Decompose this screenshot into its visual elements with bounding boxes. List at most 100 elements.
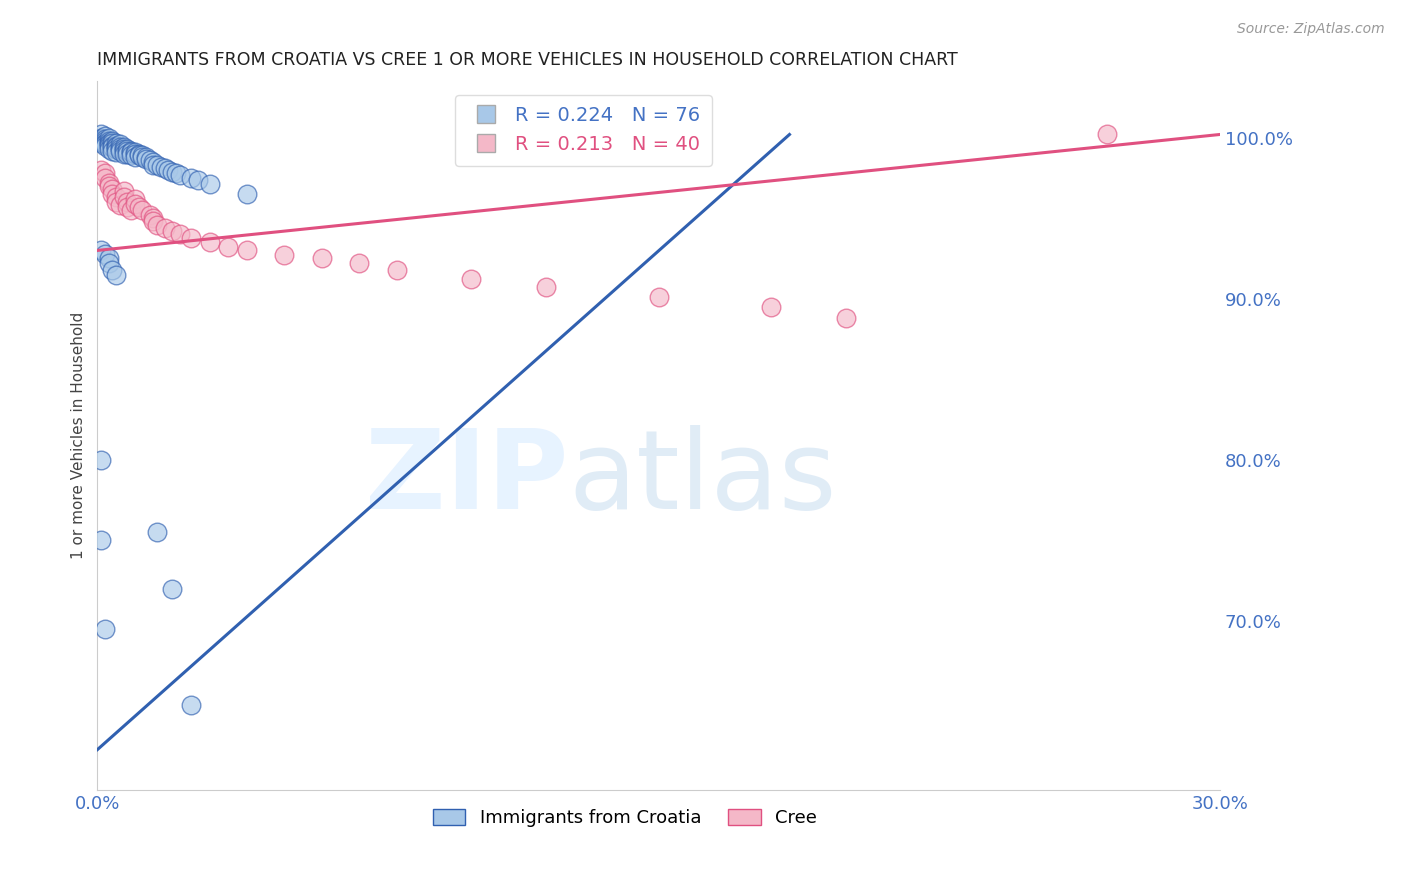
Point [124,146,146,161]
Point [236,187,259,202]
Point [94,136,117,150]
Point [142,211,165,226]
Point [105,136,128,150]
Point [94,622,117,636]
Point [146,158,169,172]
Point [90,134,112,148]
Point [169,168,191,182]
Point [105,140,128,154]
Point [160,164,183,178]
Point [117,142,139,156]
Point [124,145,146,160]
Point [180,698,202,712]
Point [101,262,124,277]
Point [135,150,157,164]
Point [97,137,120,152]
Point [180,171,202,186]
Point [97,256,120,270]
Point [97,252,120,266]
Point [105,138,128,153]
Point [385,262,408,277]
Point [1097,128,1119,142]
Point [198,235,221,250]
Text: Source: ZipAtlas.com: Source: ZipAtlas.com [1237,22,1385,37]
Point [135,152,157,166]
Point [128,146,150,161]
Point [101,187,124,202]
Point [101,134,124,148]
Point [90,130,112,145]
Point [142,154,165,169]
Point [157,162,180,177]
Point [97,138,120,153]
Point [105,142,128,156]
Point [160,224,183,238]
Text: ZIP: ZIP [366,425,569,532]
Point [120,144,142,158]
Point [97,179,120,194]
Point [97,130,120,145]
Point [112,184,135,198]
Legend: Immigrants from Croatia, Cree: Immigrants from Croatia, Cree [426,801,824,834]
Text: atlas: atlas [569,425,837,532]
Point [90,162,112,177]
Point [146,525,169,540]
Point [117,144,139,158]
Point [108,137,131,152]
Point [90,533,112,548]
Point [97,176,120,190]
Point [117,146,139,161]
Point [97,142,120,156]
Point [153,161,176,176]
Text: IMMIGRANTS FROM CROATIA VS CREE 1 OR MORE VEHICLES IN HOUSEHOLD CORRELATION CHAR: IMMIGRANTS FROM CROATIA VS CREE 1 OR MOR… [97,51,957,69]
Point [112,144,135,158]
Point [90,452,112,467]
Point [90,132,112,146]
Point [138,153,160,168]
Point [94,129,117,144]
Point [97,136,120,150]
Point [112,146,135,161]
Point [108,142,131,156]
Point [120,148,142,162]
Point [120,203,142,218]
Point [94,246,117,260]
Point [90,128,112,142]
Point [142,158,165,172]
Point [97,134,120,148]
Point [131,150,153,164]
Point [105,195,128,210]
Point [105,145,128,160]
Point [108,140,131,154]
Point [90,136,112,150]
Point [217,240,239,254]
Point [112,142,135,156]
Point [131,203,153,218]
Point [90,244,112,258]
Point [112,140,135,154]
Point [165,166,187,180]
Point [128,148,150,162]
Point [311,252,333,266]
Point [160,582,183,596]
Y-axis label: 1 or more Vehicles in Household: 1 or more Vehicles in Household [72,312,86,559]
Point [120,145,142,160]
Point [536,280,558,294]
Point [149,160,172,174]
Point [94,138,117,153]
Point [759,300,782,314]
Point [273,248,295,262]
Point [131,148,153,162]
Point [101,182,124,196]
Point [94,132,117,146]
Point [124,150,146,164]
Point [101,140,124,154]
Point [187,172,209,186]
Point [94,166,117,180]
Point [180,230,202,244]
Point [94,137,117,152]
Point [647,290,669,304]
Point [124,192,146,206]
Point [112,190,135,204]
Point [142,214,165,228]
